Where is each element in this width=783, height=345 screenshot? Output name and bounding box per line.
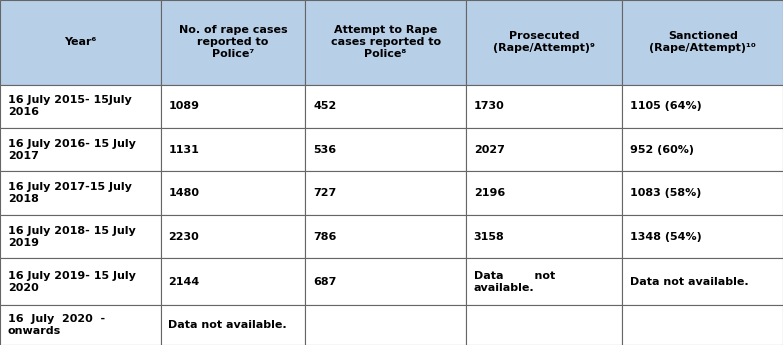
Text: No. of rape cases
reported to
Police⁷: No. of rape cases reported to Police⁷ <box>179 25 287 59</box>
Text: 16 July 2017-15 July
2018: 16 July 2017-15 July 2018 <box>8 182 132 204</box>
Bar <box>0 258 161 305</box>
Bar <box>0 215 161 258</box>
Text: Prosecuted
(Rape/Attempt)⁹: Prosecuted (Rape/Attempt)⁹ <box>493 31 595 53</box>
Text: 16 July 2016- 15 July
2017: 16 July 2016- 15 July 2017 <box>8 139 135 161</box>
Bar <box>466 0 622 85</box>
Text: 16 July 2019- 15 July
2020: 16 July 2019- 15 July 2020 <box>8 271 135 293</box>
Bar <box>161 258 305 305</box>
Text: 1480: 1480 <box>168 188 200 198</box>
Text: 16  July  2020  -
onwards: 16 July 2020 - onwards <box>8 314 105 336</box>
Bar <box>466 85 622 128</box>
Text: 1105 (64%): 1105 (64%) <box>630 101 702 111</box>
Bar <box>305 215 466 258</box>
Text: Data not available.: Data not available. <box>630 277 749 287</box>
Bar <box>622 215 783 258</box>
Bar <box>161 128 305 171</box>
Bar <box>305 258 466 305</box>
Bar <box>161 171 305 215</box>
Text: 1083 (58%): 1083 (58%) <box>630 188 702 198</box>
Text: 1131: 1131 <box>168 145 199 155</box>
Bar <box>622 258 783 305</box>
Bar <box>305 128 466 171</box>
Text: 1089: 1089 <box>168 101 200 111</box>
Bar <box>622 0 783 85</box>
Text: 727: 727 <box>313 188 337 198</box>
Text: 786: 786 <box>313 232 337 241</box>
Text: Data        not
available.: Data not available. <box>474 271 555 293</box>
Bar <box>466 171 622 215</box>
Bar <box>0 85 161 128</box>
Text: 16 July 2018- 15 July
2019: 16 July 2018- 15 July 2019 <box>8 226 135 248</box>
Bar <box>466 215 622 258</box>
Bar <box>0 171 161 215</box>
Text: 3158: 3158 <box>474 232 504 241</box>
Bar <box>466 258 622 305</box>
Bar <box>161 85 305 128</box>
Text: 2230: 2230 <box>168 232 199 241</box>
Bar <box>305 85 466 128</box>
Text: Year⁶: Year⁶ <box>64 37 96 47</box>
Text: 16 July 2015- 15July
2016: 16 July 2015- 15July 2016 <box>8 95 132 117</box>
Bar <box>161 305 305 345</box>
Bar <box>622 85 783 128</box>
Bar <box>161 0 305 85</box>
Text: Data not available.: Data not available. <box>168 320 287 330</box>
Bar <box>305 0 466 85</box>
Bar <box>0 305 161 345</box>
Bar <box>466 305 622 345</box>
Text: 952 (60%): 952 (60%) <box>630 145 695 155</box>
Text: 2144: 2144 <box>168 277 200 287</box>
Text: 1348 (54%): 1348 (54%) <box>630 232 702 241</box>
Bar <box>622 128 783 171</box>
Text: Sanctioned
(Rape/Attempt)¹⁰: Sanctioned (Rape/Attempt)¹⁰ <box>649 31 756 53</box>
Bar <box>0 128 161 171</box>
Text: 687: 687 <box>313 277 337 287</box>
Text: Attempt to Rape
cases reported to
Police⁸: Attempt to Rape cases reported to Police… <box>330 25 441 59</box>
Bar <box>0 0 161 85</box>
Bar <box>161 215 305 258</box>
Text: 2196: 2196 <box>474 188 505 198</box>
Text: 2027: 2027 <box>474 145 504 155</box>
Bar <box>305 171 466 215</box>
Bar <box>466 128 622 171</box>
Text: 452: 452 <box>313 101 337 111</box>
Text: 536: 536 <box>313 145 337 155</box>
Bar <box>622 171 783 215</box>
Bar <box>622 305 783 345</box>
Text: 1730: 1730 <box>474 101 504 111</box>
Bar <box>305 305 466 345</box>
